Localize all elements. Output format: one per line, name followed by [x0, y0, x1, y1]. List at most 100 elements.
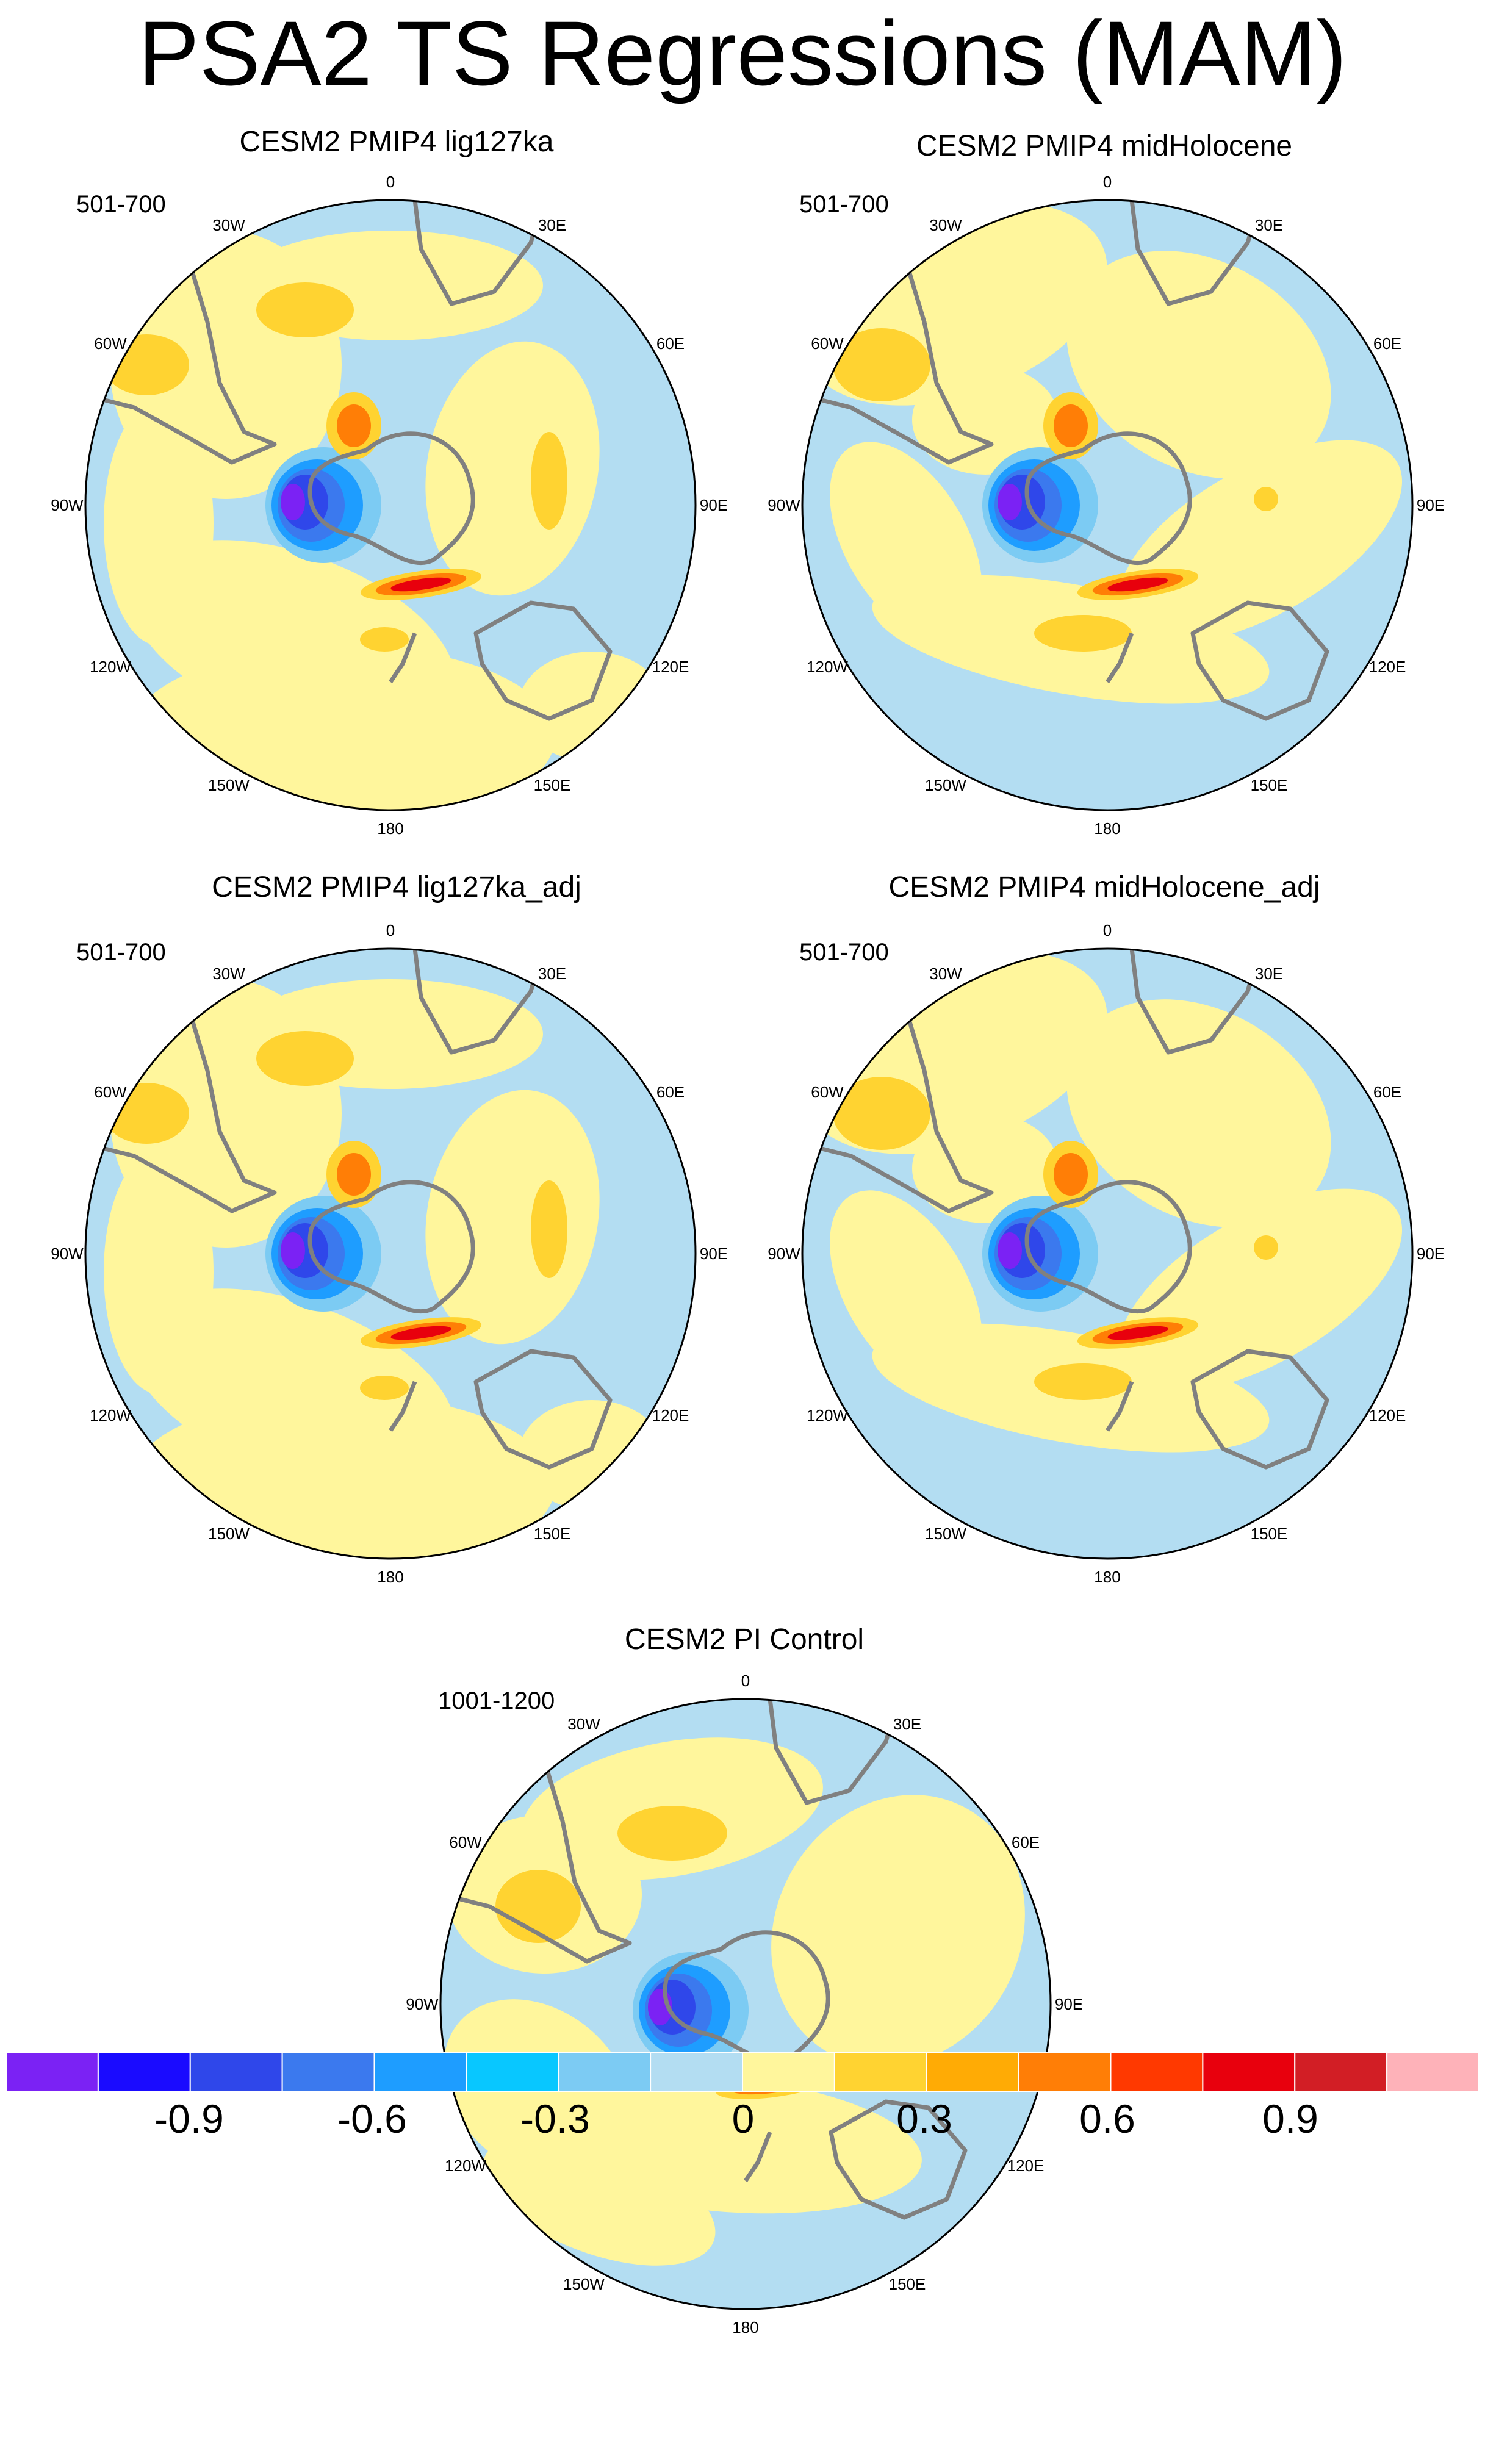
lon-label: 0 — [386, 921, 395, 939]
colorbar-swatch — [833, 2052, 927, 2092]
lon-label: 120W — [807, 1406, 848, 1424]
lon-label: 120E — [652, 1406, 689, 1424]
lon-label: 150W — [208, 1525, 250, 1543]
lon-label: 30W — [212, 964, 245, 983]
lon-label: 90W — [768, 496, 800, 514]
lon-label: 90E — [1055, 1995, 1083, 2013]
colorbar-tick-label: -0.6 — [337, 2096, 407, 2141]
lon-label: 90W — [768, 1245, 800, 1263]
lon-label: 30E — [893, 1715, 921, 1733]
lon-label: 120E — [1007, 2157, 1045, 2175]
colorbar-tick-label: -0.3 — [520, 2096, 590, 2141]
lon-label: 150E — [1251, 776, 1288, 794]
lon-label: 120E — [1369, 658, 1406, 676]
figure-title: PSA2 TS Regressions (MAM) — [138, 2, 1347, 104]
lon-label: 0 — [386, 173, 395, 191]
lon-label: 30E — [1255, 964, 1283, 983]
lon-label: 180 — [1094, 819, 1120, 838]
colorbar-swatch — [650, 2052, 743, 2092]
colorbar-swatch — [1110, 2052, 1204, 2092]
lon-label: 150W — [563, 2275, 605, 2293]
colorbar-tick-label: 0.6 — [1079, 2096, 1135, 2141]
lon-label: 60E — [1012, 1833, 1040, 1852]
lon-label: 150W — [925, 776, 966, 794]
lon-label: 180 — [377, 1568, 403, 1586]
lon-label: 120E — [652, 658, 689, 676]
panel-title-lig127ka: CESM2 PMIP4 lig127ka — [239, 126, 554, 158]
lon-label: 30W — [929, 964, 962, 983]
colorbar-swatch — [189, 2052, 283, 2092]
panel-title-midholocene-adj: CESM2 PMIP4 midHolocene_adj — [888, 871, 1320, 903]
panel-title-midholocene: CESM2 PMIP4 midHolocene — [916, 130, 1293, 162]
lon-label: 60E — [1373, 1083, 1401, 1101]
colorbar-tick-label: -0.9 — [154, 2096, 224, 2141]
lon-label: 30E — [538, 216, 566, 234]
panel-years-midholocene: 501-700 — [799, 191, 889, 218]
lon-label: 0 — [1103, 173, 1112, 191]
lon-label: 90W — [51, 496, 84, 514]
lon-label: 180 — [1094, 1568, 1120, 1586]
lon-label: 120W — [90, 658, 131, 676]
lon-label: 150E — [534, 1525, 571, 1543]
map-panel-midHolocene: 0 30E 60E 90E 120E 150E 180 150W 120W 90W 60W 30W — [768, 173, 1445, 838]
lon-label: 30W — [567, 1715, 600, 1733]
lon-label: 150E — [1251, 1525, 1288, 1543]
panel-title-lig127ka-adj: CESM2 PMIP4 lig127ka_adj — [212, 871, 581, 903]
lon-label: 0 — [1103, 921, 1112, 939]
lon-label: 30W — [212, 216, 245, 234]
panel-years-lig127ka: 501-700 — [76, 191, 166, 218]
colorbar-tick-label: 0.3 — [896, 2096, 952, 2141]
colorbar-swatch — [558, 2052, 652, 2092]
lon-label: 150E — [889, 2275, 926, 2293]
colorbar-swatch — [742, 2052, 835, 2092]
colorbar-swatch — [97, 2052, 191, 2092]
lon-label: 90W — [406, 1995, 439, 2013]
lon-label: 90E — [1417, 496, 1445, 514]
colorbar-swatch — [1202, 2052, 1296, 2092]
colorbar-swatch — [1294, 2052, 1388, 2092]
colorbar-tick-label: 0 — [732, 2096, 755, 2141]
panel-title-pi-control: CESM2 PI Control — [624, 1623, 865, 1656]
map-panel-lig127ka: 0 30E 60E 90E 120E 150E 180 150W 120W 90W 60W 30W — [51, 173, 728, 838]
colorbar-swatch — [373, 2052, 467, 2092]
colorbar-swatch — [281, 2052, 375, 2092]
lon-label: 60W — [94, 1083, 127, 1101]
lon-label: 30E — [1255, 216, 1283, 234]
lon-label: 180 — [377, 819, 403, 838]
colorbar — [5, 2052, 1480, 2092]
panel-years-pi-control: 1001-1200 — [438, 1687, 555, 1714]
lon-label: 150W — [208, 776, 250, 794]
lon-label: 90W — [51, 1245, 84, 1263]
lon-label: 120W — [807, 658, 848, 676]
lon-label: 90E — [1417, 1245, 1445, 1263]
lon-label: 180 — [732, 2318, 758, 2336]
lon-label: 60W — [811, 334, 844, 353]
lon-label: 60E — [656, 334, 685, 353]
panel-years-lig127ka-adj: 501-700 — [76, 939, 166, 966]
lon-label: 0 — [741, 1672, 750, 1690]
lon-label: 60W — [449, 1833, 482, 1852]
map-panel-pi_control: 0 30E 60E 90E 120E 150E 180 150W 120W 90W 60W 30W — [406, 1672, 1083, 2336]
map-panel-midHolocene_adj: 0 30E 60E 90E 120E 150E 180 150W 120W 90W 60W 30W — [768, 921, 1445, 1586]
colorbar-swatch — [466, 2052, 559, 2092]
lon-label: 60W — [94, 334, 127, 353]
lon-label: 60W — [811, 1083, 844, 1101]
lon-label: 90E — [700, 1245, 728, 1263]
map-panel-lig127ka_adj: 0 30E 60E 90E 120E 150E 180 150W 120W 90W 60W 30W — [51, 921, 728, 1586]
lon-label: 60E — [656, 1083, 685, 1101]
colorbar-tick-label: 0.9 — [1262, 2096, 1318, 2141]
panel-years-midholocene-adj: 501-700 — [799, 939, 889, 966]
lon-label: 120W — [445, 2157, 486, 2175]
colorbar-swatch — [1386, 2052, 1480, 2092]
lon-label: 150E — [534, 776, 571, 794]
lon-label: 30W — [929, 216, 962, 234]
lon-label: 60E — [1373, 334, 1401, 353]
lon-label: 90E — [700, 496, 728, 514]
lon-label: 120W — [90, 1406, 131, 1424]
lon-label: 30E — [538, 964, 566, 983]
colorbar-swatch — [926, 2052, 1019, 2092]
lon-label: 150W — [925, 1525, 966, 1543]
colorbar-swatch — [1018, 2052, 1112, 2092]
lon-label: 120E — [1369, 1406, 1406, 1424]
